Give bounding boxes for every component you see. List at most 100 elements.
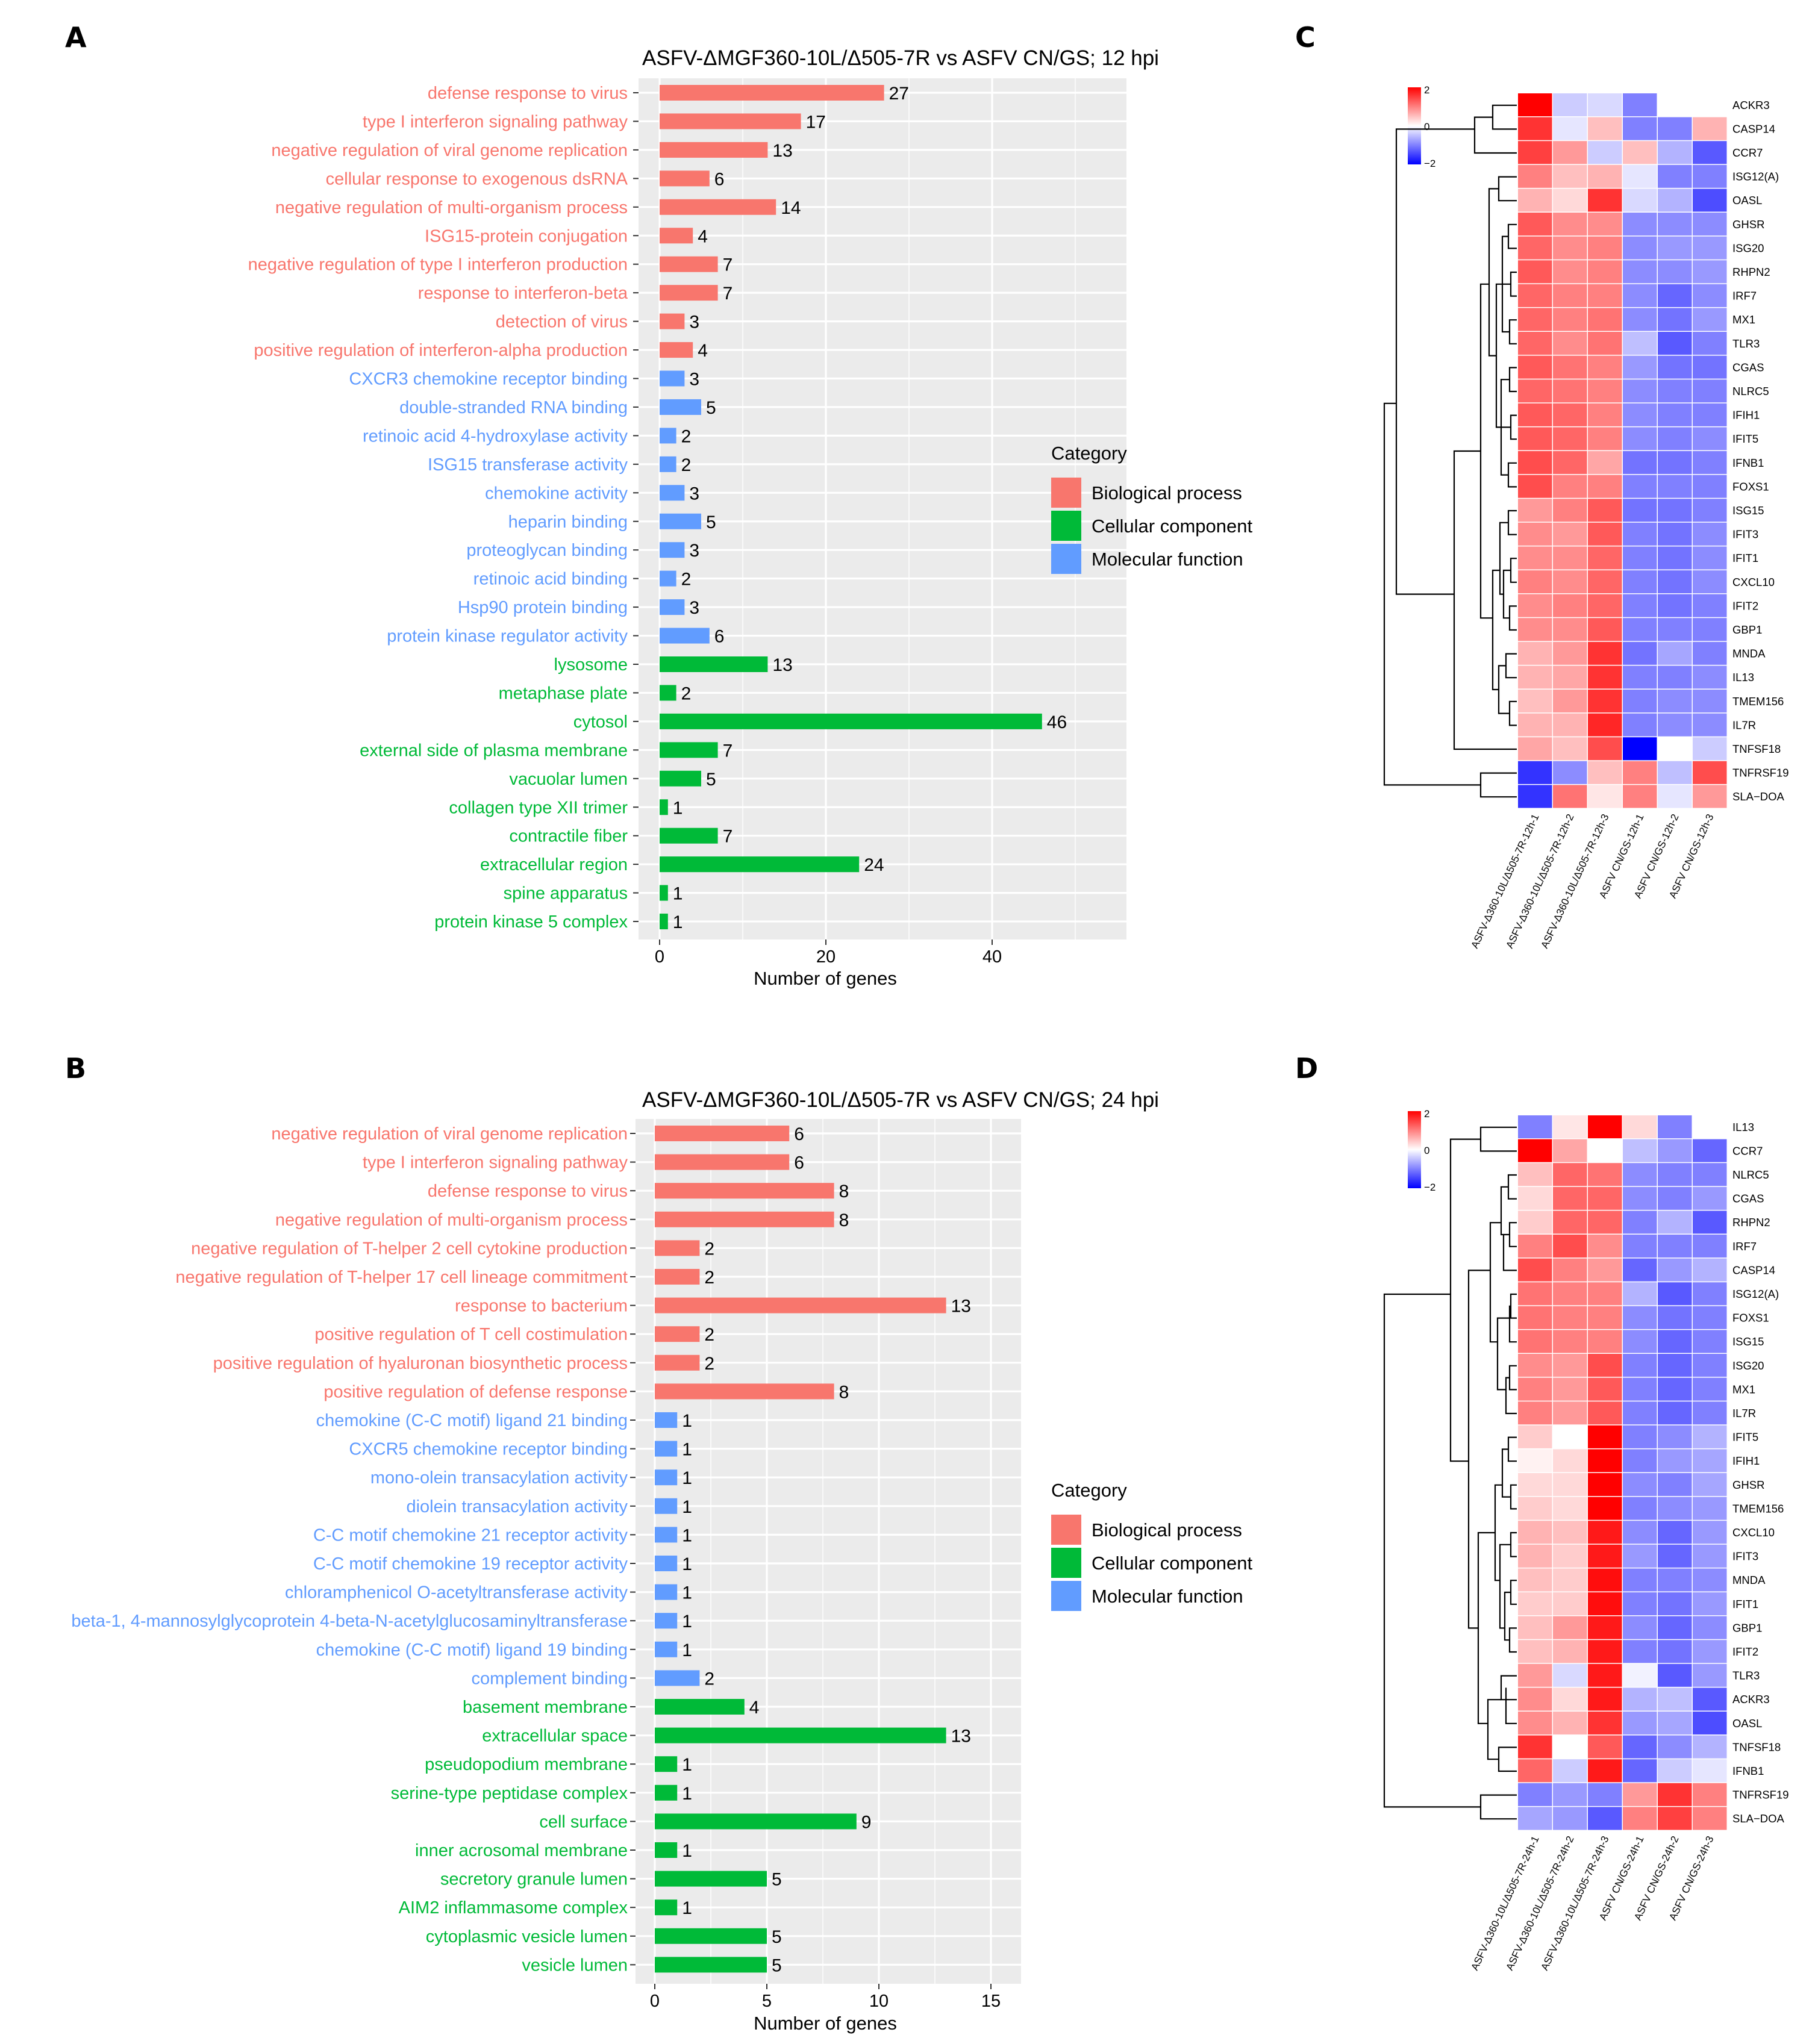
value-label: 24	[864, 855, 884, 875]
value-label: 13	[951, 1297, 971, 1316]
gene-label: SLA−DOA	[1732, 790, 1785, 803]
gene-label: CASP14	[1732, 122, 1775, 135]
heatmap-cell	[1658, 117, 1692, 140]
gene-label: RHPN2	[1732, 1216, 1770, 1229]
value-label: 1	[673, 798, 683, 818]
heatmap-cell	[1658, 618, 1692, 641]
heatmap-cell	[1623, 1616, 1657, 1639]
heatmap-cell	[1518, 1449, 1552, 1472]
heatmap-cell	[1658, 785, 1692, 808]
gene-label: IL13	[1732, 1121, 1754, 1133]
bar	[660, 656, 768, 672]
bar	[655, 1154, 790, 1170]
heatmap-cell	[1518, 1592, 1552, 1616]
value-label: 1	[682, 1755, 692, 1775]
category-labels-b: negative regulation of viral genome repl…	[71, 1124, 636, 1975]
gene-label: OASL	[1732, 1717, 1762, 1730]
heatmap-cell	[1553, 141, 1587, 164]
heatmap-cell	[1623, 1211, 1657, 1234]
heatmap-cell	[1658, 522, 1692, 546]
value-label: 1	[673, 884, 683, 904]
dendrogram-branch	[1453, 450, 1517, 750]
dendrogram-branch	[1510, 1484, 1517, 1510]
heatmap-cell	[1623, 761, 1657, 784]
dendrogram-branch	[1498, 665, 1510, 714]
heatmap-cell	[1623, 1473, 1657, 1497]
value-label: 5	[706, 770, 716, 790]
heatmap-cell	[1693, 1186, 1727, 1210]
heatmap-cell	[1553, 1568, 1587, 1592]
heatmap-cell	[1658, 1330, 1692, 1353]
heatmap-cell	[1553, 1616, 1587, 1639]
heatmap-cell	[1588, 213, 1622, 236]
category-label: chloramphenicol O-acetyltransferase acti…	[285, 1583, 628, 1603]
heatmap-cell	[1623, 236, 1657, 260]
category-label: extracellular region	[480, 855, 628, 874]
heatmap-cell	[1693, 379, 1727, 403]
heatmap-cell	[1553, 1807, 1587, 1830]
heatmap-cell	[1623, 260, 1657, 284]
category-label: double-stranded RNA binding	[399, 398, 628, 417]
gene-label: IFIH1	[1732, 409, 1760, 422]
heatmap-cell	[1658, 427, 1692, 450]
gene-label: IFIT1	[1732, 1598, 1758, 1610]
gene-label: MNDA	[1732, 647, 1766, 660]
heatmap-cell	[1553, 1449, 1587, 1472]
heatmap-cell	[1693, 260, 1727, 284]
heatmap-cell	[1693, 1568, 1727, 1592]
x-axis-label-b: Number of genes	[754, 2013, 897, 2034]
gene-labels-c: ACKR3 CASP14 CCR7 ISG12(A) OASL GHSR ISG20 RHPN…	[1732, 99, 1789, 803]
gene-label: TNFRSF19	[1732, 1789, 1789, 1801]
heatmap-cell	[1623, 690, 1657, 713]
value-label: 13	[772, 655, 792, 675]
gene-label: IL7R	[1732, 718, 1756, 731]
heatmap-cell	[1623, 641, 1657, 665]
heatmap-cell	[1588, 641, 1622, 665]
panel-letter-b: B	[65, 1052, 86, 1085]
heatmap-cell	[1553, 1377, 1587, 1401]
bar	[660, 199, 776, 215]
heatmap-cell	[1693, 1115, 1727, 1139]
heatmap-cell	[1553, 475, 1587, 498]
gene-label: MNDA	[1732, 1574, 1766, 1586]
heatmap-cell	[1658, 761, 1692, 784]
dendrogram-branch	[1510, 271, 1517, 297]
heatmap-cell	[1693, 1663, 1727, 1687]
heatmap-cell	[1623, 451, 1657, 475]
heatmap-cell	[1553, 236, 1587, 260]
heatmap-cell	[1518, 499, 1552, 522]
heatmap-cell	[1553, 1640, 1587, 1663]
heatmap-cell	[1623, 355, 1657, 379]
value-label: 8	[839, 1211, 849, 1230]
heatmap-cell	[1693, 1640, 1727, 1663]
gene-label: ACKR3	[1732, 1693, 1770, 1706]
heatmap-cell	[1623, 1544, 1657, 1568]
dendrogram-branch	[1510, 1293, 1517, 1319]
heatmap-cell	[1658, 1663, 1692, 1687]
heatmap-cell	[1588, 1783, 1622, 1806]
heatmap-cell	[1658, 641, 1692, 665]
heatmap-cell	[1518, 1663, 1552, 1687]
category-label: retinoic acid 4-hydroxylase activity	[363, 426, 628, 446]
category-label: vacuolar lumen	[509, 770, 628, 789]
value-label: 1	[682, 1898, 692, 1918]
plot-background-a	[639, 78, 1126, 939]
gene-label: IFIT3	[1732, 1550, 1758, 1563]
heatmap-cell	[1693, 213, 1727, 236]
panel-letter-d: D	[1295, 1052, 1318, 1085]
gene-label: IFNB1	[1732, 456, 1764, 469]
sample-label: ASFV-Δ360-10L/Δ505-7R-12h-2	[1504, 812, 1576, 950]
heatmap-cell	[1588, 1663, 1622, 1687]
heatmap-cell	[1693, 1687, 1727, 1711]
dendrogram-branch	[1488, 188, 1499, 357]
heatmap-cells-d	[1518, 1115, 1727, 1830]
bar	[655, 1326, 700, 1342]
heatmap-cell	[1693, 1735, 1727, 1759]
heatmap-cell	[1623, 1282, 1657, 1306]
heatmap-cell	[1588, 1139, 1622, 1162]
heatmap-cell	[1658, 1306, 1692, 1329]
gene-label: TMEM156	[1732, 1502, 1784, 1515]
heatmap-cell	[1588, 1712, 1622, 1735]
heatmap-cell	[1518, 93, 1552, 117]
heatmap-cell	[1553, 1139, 1587, 1162]
